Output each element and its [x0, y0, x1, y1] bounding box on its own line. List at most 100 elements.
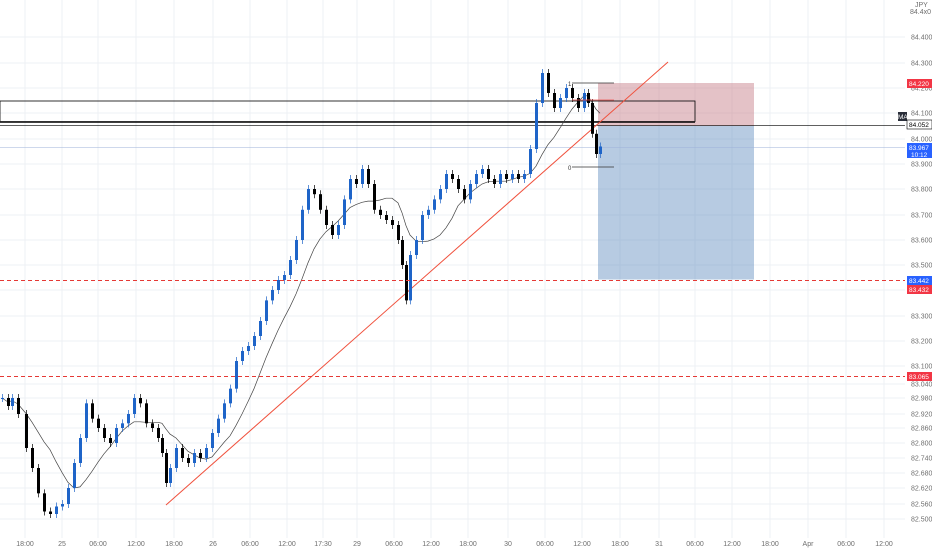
candle-body-46	[271, 290, 274, 301]
currency-label: JPY	[915, 2, 928, 9]
candle-body-12	[73, 463, 76, 488]
candle-body-76	[445, 174, 448, 189]
candle-body-23	[139, 398, 142, 404]
candle-body-41	[241, 351, 244, 361]
horizontal-levels[interactable]	[0, 280, 905, 377]
candle-body-29	[169, 468, 172, 483]
y-tick-5: 83.900	[911, 162, 932, 169]
y-tick-22: 82.560	[911, 502, 932, 509]
candle-body-1	[7, 398, 10, 406]
candle-body-22	[133, 398, 136, 414]
x-tick-4: 18:00	[165, 541, 183, 548]
candle-body-40	[235, 361, 238, 389]
x-tick-9: 29	[353, 541, 361, 548]
candle-body-44	[259, 321, 262, 336]
candle-body-16	[97, 418, 100, 428]
x-tick-20: 18:00	[761, 541, 779, 548]
price-axis-bg	[905, 0, 932, 550]
candle-body-80	[469, 184, 472, 200]
candle-body-55	[325, 209, 328, 225]
candle-body-9	[55, 506, 58, 514]
candle-body-26	[157, 428, 160, 438]
ma-tag-bg	[898, 112, 907, 121]
price-tags: 84.220 MA 84.052 83.967 10:12 83.442 83.…	[898, 79, 932, 381]
candle-body-19	[115, 428, 118, 443]
candle-body-37	[217, 418, 220, 433]
candle-body-86	[505, 174, 508, 179]
x-tick-3: 12:00	[127, 541, 145, 548]
y-tick-8: 83.600	[911, 238, 932, 245]
candle-body-38	[223, 403, 226, 419]
candle-body-68	[401, 240, 404, 265]
candle-body-66	[391, 220, 394, 225]
candle-body-65	[385, 215, 388, 220]
x-tick-7: 12:00	[278, 541, 296, 548]
candle-body-18	[109, 438, 112, 443]
y-tick-19: 82.740	[911, 456, 932, 463]
candle-body-34	[199, 453, 202, 458]
y-tick-20: 82.680	[911, 471, 932, 478]
candle-body-90	[529, 149, 532, 174]
candle-body-14	[85, 403, 88, 438]
y-tick-15: 82.980	[911, 396, 932, 403]
candle-body-103	[599, 146, 602, 154]
candle-body-101	[591, 103, 594, 134]
candle-body-98	[577, 98, 580, 108]
y-tick-16: 82.920	[911, 412, 932, 419]
trendline[interactable]	[165, 61, 669, 506]
candle-body-57	[337, 225, 340, 235]
y-tick-9: 83.500	[911, 263, 932, 270]
supply-zone[interactable]	[0, 100, 905, 148]
candle-body-15	[91, 403, 94, 419]
x-tick-10: 06:00	[385, 541, 403, 548]
candle-body-77	[451, 174, 454, 179]
y-tick-13: 83.100	[911, 364, 932, 371]
risk-area	[598, 83, 754, 126]
y-tick-7: 83.700	[911, 213, 932, 220]
candle-body-36	[211, 433, 214, 448]
target-tag: 83.442	[909, 278, 929, 285]
lower-level-tag-bg	[907, 372, 932, 381]
candle-body-53	[313, 189, 316, 195]
candle-body-94	[553, 93, 556, 108]
candle-body-83	[487, 169, 490, 179]
candle-body-39	[229, 388, 232, 404]
time-axis[interactable]: 18:00 25 06:00 12:00 18:00 26 06:00 12:00 17:30 2…	[16, 541, 893, 548]
x-tick-11: 12:00	[422, 541, 440, 548]
candle-body-102	[595, 133, 598, 154]
candle-body-79	[463, 189, 466, 200]
candle-body-91	[535, 103, 538, 149]
candle-body-31	[181, 448, 184, 458]
candle-body-28	[165, 453, 168, 483]
level-tag-bg	[907, 285, 932, 294]
candle-body-99	[583, 93, 586, 108]
x-tick-15: 12:00	[573, 541, 591, 548]
price-axis[interactable]: JPY 84.4x0 84.400 84.300 84.200 84.100 84.00…	[910, 2, 932, 524]
candle-body-49	[289, 260, 292, 275]
candle-body-51	[301, 209, 304, 240]
candle-body-85	[499, 174, 502, 184]
fib-label-top: 1	[568, 82, 572, 88]
candle-body-93	[547, 73, 550, 93]
fib-tool[interactable]: 1 0	[568, 82, 614, 172]
ma-tag: MA	[898, 114, 908, 121]
position-tool[interactable]	[598, 83, 754, 280]
x-tick-0: 18:00	[16, 541, 34, 548]
candle-body-0	[1, 398, 4, 399]
x-tick-6: 06:00	[241, 541, 259, 548]
candle-body-89	[523, 174, 526, 179]
zone-upper-box	[0, 100, 696, 122]
candle-body-17	[103, 428, 106, 438]
level-tag: 83.432	[909, 287, 929, 294]
candle-body-25	[151, 423, 154, 428]
candle-body-20	[121, 423, 124, 428]
x-tick-1: 25	[58, 541, 66, 548]
candle-body-95	[559, 98, 562, 108]
candle-body-72	[421, 215, 424, 240]
candle-body-60	[355, 179, 358, 184]
candle-body-45	[265, 300, 268, 321]
reward-area	[598, 126, 754, 280]
candle-body-59	[349, 179, 352, 200]
trendline-line	[165, 61, 669, 506]
